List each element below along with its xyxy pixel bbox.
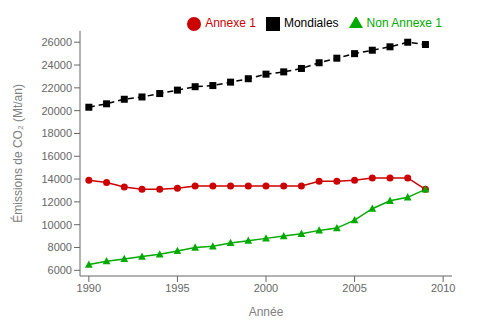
svg-text:1990: 1990 xyxy=(77,282,101,294)
html-text:Annexe 1: Annexe 1 xyxy=(205,16,256,30)
svg-text:12000: 12000 xyxy=(41,196,72,208)
svg-text:2000: 2000 xyxy=(254,282,278,294)
svg-text:6000: 6000 xyxy=(48,264,72,276)
svg-text:18000: 18000 xyxy=(41,127,72,139)
html-text:Non Annexe 1: Non Annexe 1 xyxy=(366,16,442,30)
html-text:Mondiales: Mondiales xyxy=(283,16,339,30)
svg-text:Année: Année xyxy=(249,305,284,319)
svg-text:1995: 1995 xyxy=(165,282,189,294)
svg-text:22000: 22000 xyxy=(41,82,72,94)
svg-text:20000: 20000 xyxy=(41,105,72,117)
svg-text:2005: 2005 xyxy=(342,282,366,294)
svg-text:10000: 10000 xyxy=(41,219,72,231)
svg-text:2010: 2010 xyxy=(431,282,455,294)
svg-text:24000: 24000 xyxy=(41,59,72,71)
svg-text:Émissions de CO₂ (Mt/an): Émissions de CO₂ (Mt/an) xyxy=(10,84,25,223)
svg-text:8000: 8000 xyxy=(48,241,72,253)
svg-text:16000: 16000 xyxy=(41,150,72,162)
svg-text:14000: 14000 xyxy=(41,173,72,185)
svg-text:26000: 26000 xyxy=(41,36,72,48)
